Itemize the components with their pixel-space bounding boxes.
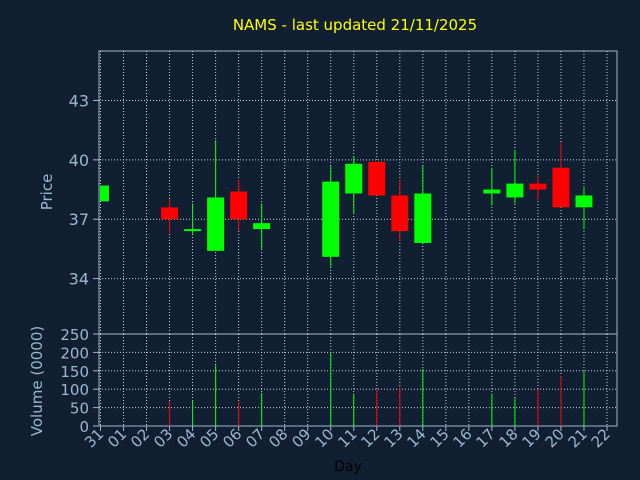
price-panel: 34 37 40 43 Price [38,50,618,335]
candle-body [161,207,179,220]
candle-body [391,195,409,232]
candle-body [253,223,271,230]
price-y-ticks: 34 37 40 43 [69,91,99,289]
chart-title: NAMS - last updated 21/11/2025 [233,16,477,34]
candle-body [414,193,432,243]
volume-y-tick-label: 250 [60,326,89,344]
volume-plot-frame [98,333,618,427]
price-y-tick-label: 43 [69,91,89,110]
candle-body [575,195,593,208]
candle-body [552,167,570,208]
volume-y-tick-label: 100 [60,381,89,399]
price-y-tick-label: 40 [69,151,89,170]
volume-y-tick-label: 50 [70,400,89,418]
candle-body [368,161,386,196]
candle-body [184,229,202,232]
candle-body [230,191,248,220]
x-tick-labels: 3101020304050607080910111213141516171819… [81,425,614,451]
candle-body [483,189,501,194]
candle-body [345,163,363,194]
x-axis-label: Day [334,459,362,475]
volume-y-tick-label: 0 [79,418,89,436]
candle-body [529,183,547,190]
volume-y-tick-label: 200 [60,344,89,362]
candle-body [506,183,524,198]
price-y-tick-label: 37 [69,210,89,229]
candles [100,140,593,267]
candle-body [322,181,340,257]
candle-body [100,185,109,202]
volume-y-tick-label: 150 [60,363,89,381]
volume-bars [169,352,585,426]
candle-body [207,197,225,251]
price-axis-label: Price [38,174,56,211]
price-y-tick-label: 34 [69,270,89,289]
volume-axis-label: Volume (0000) [28,326,46,436]
